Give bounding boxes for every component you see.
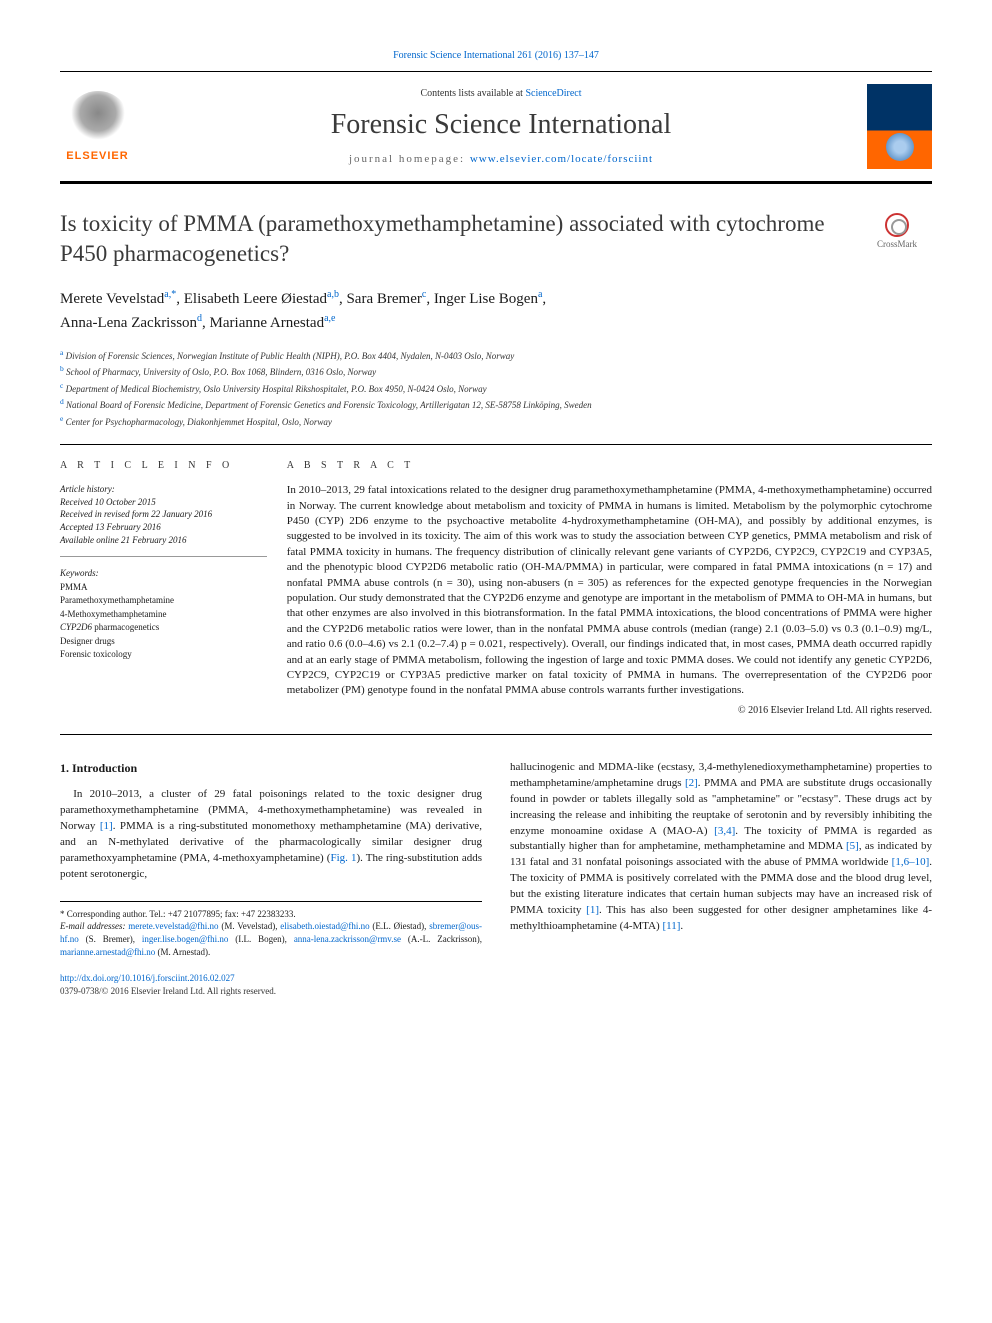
body-column-left: 1. Introduction In 2010–2013, a cluster … bbox=[60, 760, 482, 998]
abstract-column: A B S T R A C T In 2010–2013, 29 fatal i… bbox=[287, 460, 932, 715]
crossmark-widget[interactable]: CrossMark bbox=[862, 213, 932, 249]
citation-link[interactable]: [3,4] bbox=[714, 825, 735, 837]
crossmark-label: CrossMark bbox=[877, 239, 917, 249]
figure-link[interactable]: Fig. 1 bbox=[330, 852, 356, 864]
email-who: (M. Vevelstad), bbox=[219, 921, 281, 931]
history-item: Received 10 October 2015 bbox=[60, 496, 267, 509]
abstract-copyright: © 2016 Elsevier Ireland Ltd. All rights … bbox=[287, 705, 932, 716]
email-link[interactable]: inger.lise.bogen@fhi.no bbox=[142, 934, 229, 944]
author-aff-sup: a,e bbox=[324, 313, 335, 324]
journal-cover-thumbnail bbox=[867, 84, 932, 169]
history-item: Accepted 13 February 2016 bbox=[60, 521, 267, 534]
affiliations: a Division of Forensic Sciences, Norwegi… bbox=[60, 347, 932, 430]
citation-link[interactable]: [1] bbox=[100, 820, 113, 832]
issn-copyright: 0379-0738/© 2016 Elsevier Ireland Ltd. A… bbox=[60, 986, 276, 996]
citation-link[interactable]: [1,6–10] bbox=[892, 856, 930, 868]
keywords-heading: Keywords: bbox=[60, 567, 267, 581]
history-item: Received in revised form 22 January 2016 bbox=[60, 508, 267, 521]
author: Merete Vevelstad bbox=[60, 291, 164, 307]
publisher-logo: ELSEVIER bbox=[60, 84, 135, 169]
keyword: Paramethoxymethamphetamine bbox=[60, 594, 267, 608]
abstract-label: A B S T R A C T bbox=[287, 460, 932, 471]
keyword: PMMA bbox=[60, 581, 267, 595]
history-heading: Article history: bbox=[60, 483, 267, 496]
keyword: 4-Methoxymethamphetamine bbox=[60, 608, 267, 622]
keyword: Designer drugs bbox=[60, 635, 267, 649]
citation-link[interactable]: [5] bbox=[846, 840, 859, 852]
author: Sara Bremer bbox=[346, 291, 421, 307]
contents-prefix: Contents lists available at bbox=[420, 88, 525, 99]
intro-paragraph: In 2010–2013, a cluster of 29 fatal pois… bbox=[60, 787, 482, 883]
email-link[interactable]: merete.vevelstad@fhi.no bbox=[128, 921, 218, 931]
email-who: (I.L. Bogen), bbox=[228, 934, 293, 944]
email-who: (M. Arnestad). bbox=[155, 947, 210, 957]
article-info-label: A R T I C L E I N F O bbox=[60, 460, 267, 471]
citation-link[interactable]: [1] bbox=[586, 904, 599, 916]
affiliation: School of Pharmacy, University of Oslo, … bbox=[66, 367, 376, 377]
email-who: (A.-L. Zackrisson), bbox=[401, 934, 482, 944]
author: Anna-Lena Zackrisson bbox=[60, 315, 197, 331]
citation-link[interactable]: [2] bbox=[685, 777, 698, 789]
email-link[interactable]: marianne.arnestad@fhi.no bbox=[60, 947, 155, 957]
corresponding-line: * Corresponding author. Tel.: +47 210778… bbox=[60, 908, 482, 921]
email-who: (S. Bremer), bbox=[79, 934, 142, 944]
author-aff-sup: d bbox=[197, 313, 202, 324]
author: Inger Lise Bogen bbox=[434, 291, 538, 307]
homepage-prefix: journal homepage: bbox=[349, 153, 470, 165]
emails-line: E-mail addresses: merete.vevelstad@fhi.n… bbox=[60, 920, 482, 958]
citation-header: Forensic Science International 261 (2016… bbox=[60, 50, 932, 61]
body-column-right: hallucinogenic and MDMA-like (ecstasy, 3… bbox=[510, 760, 932, 998]
citation-link[interactable]: [11] bbox=[662, 920, 680, 932]
affiliation: Department of Medical Biochemistry, Oslo… bbox=[66, 384, 487, 394]
abstract-text: In 2010–2013, 29 fatal intoxications rel… bbox=[287, 483, 932, 698]
article-title: Is toxicity of PMMA (paramethoxymethamph… bbox=[60, 209, 932, 269]
journal-header: ELSEVIER Contents lists available at Sci… bbox=[60, 71, 932, 184]
doi-block: http://dx.doi.org/10.1016/j.forsciint.20… bbox=[60, 972, 482, 998]
author-aff-sup: a bbox=[538, 289, 542, 300]
publisher-logo-text: ELSEVIER bbox=[66, 150, 128, 162]
section-heading-introduction: 1. Introduction bbox=[60, 760, 482, 777]
sciencedirect-link[interactable]: ScienceDirect bbox=[525, 88, 581, 99]
body-text: . bbox=[680, 920, 683, 932]
corresponding-author-footnote: * Corresponding author. Tel.: +47 210778… bbox=[60, 901, 482, 958]
article-info-column: A R T I C L E I N F O Article history: R… bbox=[60, 460, 287, 715]
author: Marianne Arnestad bbox=[210, 315, 325, 331]
author-aff-sup: a,b bbox=[327, 289, 339, 300]
header-center: Contents lists available at ScienceDirec… bbox=[135, 88, 867, 165]
email-link[interactable]: anna-lena.zackrisson@rmv.se bbox=[294, 934, 401, 944]
contents-line: Contents lists available at ScienceDirec… bbox=[135, 88, 867, 99]
elsevier-tree-icon bbox=[68, 91, 128, 146]
affiliation: National Board of Forensic Medicine, Dep… bbox=[66, 400, 592, 410]
author-aff-sup: a,* bbox=[164, 289, 176, 300]
homepage-link[interactable]: www.elsevier.com/locate/forsciint bbox=[470, 153, 653, 165]
author-aff-sup: c bbox=[422, 289, 426, 300]
email-link[interactable]: elisabeth.oiestad@fhi.no bbox=[280, 921, 369, 931]
article-history: Article history: Received 10 October 201… bbox=[60, 483, 267, 557]
affiliation: Division of Forensic Sciences, Norwegian… bbox=[66, 351, 515, 361]
affiliation: Center for Psychopharmacology, Diakonhje… bbox=[66, 417, 332, 427]
email-label: E-mail addresses: bbox=[60, 921, 128, 931]
journal-name: Forensic Science International bbox=[135, 109, 867, 141]
body-columns: 1. Introduction In 2010–2013, a cluster … bbox=[60, 760, 932, 998]
history-item: Available online 21 February 2016 bbox=[60, 534, 267, 547]
author-list: Merete Vevelstada,*, Elisabeth Leere Øie… bbox=[60, 287, 932, 335]
doi-link[interactable]: http://dx.doi.org/10.1016/j.forsciint.20… bbox=[60, 973, 235, 983]
crossmark-icon bbox=[885, 213, 909, 237]
keyword: CYP2D6 pharmacogenetics bbox=[60, 621, 267, 635]
email-who: (E.L. Øiestad), bbox=[370, 921, 430, 931]
author: Elisabeth Leere Øiestad bbox=[184, 291, 327, 307]
info-abstract-row: A R T I C L E I N F O Article history: R… bbox=[60, 444, 932, 734]
homepage-line: journal homepage: www.elsevier.com/locat… bbox=[135, 153, 867, 165]
keywords-block: Keywords: PMMA Paramethoxymethamphetamin… bbox=[60, 567, 267, 662]
keyword: Forensic toxicology bbox=[60, 648, 267, 662]
